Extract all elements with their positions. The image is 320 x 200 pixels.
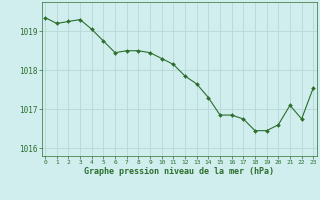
X-axis label: Graphe pression niveau de la mer (hPa): Graphe pression niveau de la mer (hPa)	[84, 167, 274, 176]
